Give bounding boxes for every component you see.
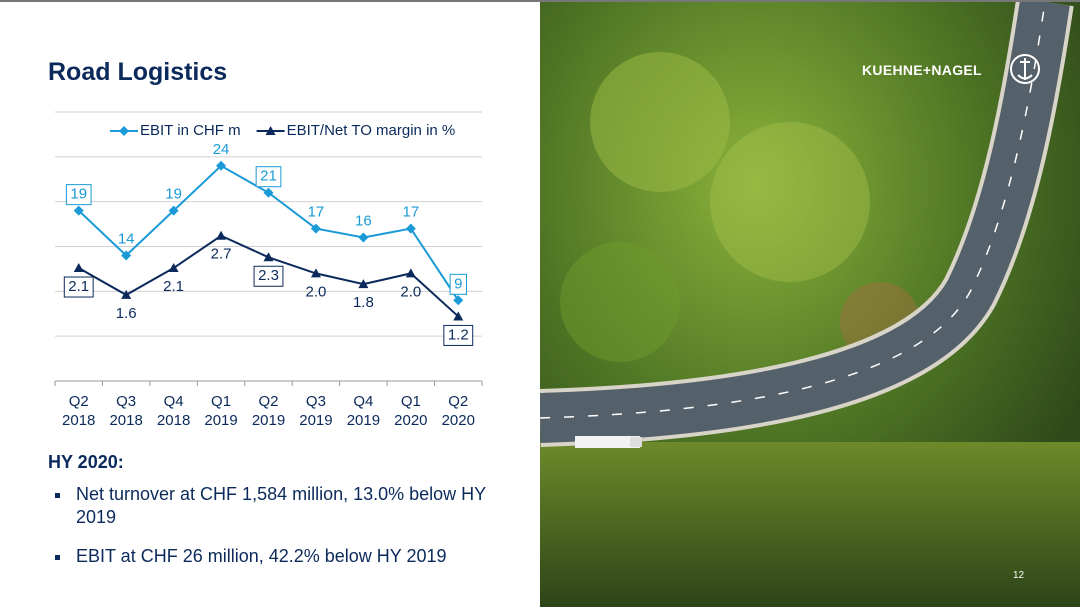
- x-tick-label: Q3 2018: [109, 393, 143, 429]
- bullet: EBIT at CHF 26 million, 42.2% below HY 2…: [72, 545, 518, 568]
- label-box: [443, 324, 474, 346]
- label-box: [63, 276, 94, 298]
- bullet-list: Net turnover at CHF 1,584 million, 13.0%…: [48, 483, 518, 568]
- legend: EBIT in CHF m EBIT/Net TO margin in %: [110, 122, 455, 139]
- x-tick-label: Q3 2019: [299, 393, 333, 429]
- data-label: 16: [355, 213, 372, 230]
- data-label: 17: [402, 204, 419, 221]
- data-label: 21: [260, 168, 277, 185]
- data-label: 1.8: [353, 294, 374, 311]
- data-point: [358, 232, 369, 243]
- data-point: [453, 311, 464, 321]
- x-tick-label: Q2 2020: [441, 393, 475, 429]
- data-point: [168, 205, 179, 216]
- data-point: [121, 250, 132, 261]
- bullet: Net turnover at CHF 1,584 million, 13.0%…: [72, 483, 518, 529]
- data-point: [263, 252, 274, 262]
- top-border: [0, 0, 1080, 2]
- data-point: [216, 160, 227, 171]
- legend-marker: [265, 126, 276, 135]
- data-label: 19: [165, 186, 182, 203]
- data-label: 14: [118, 230, 135, 247]
- x-tick-label: Q1 2020: [394, 393, 428, 429]
- data-label: 1.2: [448, 326, 469, 343]
- road-photo: [540, 2, 1080, 607]
- page-number: 12: [1013, 570, 1025, 581]
- data-label: 2.0: [306, 283, 327, 300]
- data-point: [405, 223, 416, 234]
- data-point: [121, 289, 132, 299]
- data-point: [405, 268, 416, 278]
- legend-marker: [119, 126, 129, 136]
- data-label: 2.3: [258, 267, 279, 284]
- x-tick-label: Q4 2018: [156, 393, 191, 429]
- data-point: [310, 268, 321, 278]
- label-box: [449, 273, 467, 295]
- data-label: 9: [454, 275, 462, 292]
- legend-label: EBIT in CHF m: [140, 122, 241, 139]
- data-point: [73, 205, 84, 216]
- data-point: [358, 279, 369, 289]
- x-tick-label: Q2 2018: [62, 393, 96, 429]
- slide-title: Road Logistics: [48, 58, 228, 86]
- data-point: [73, 263, 84, 273]
- data-point: [310, 223, 321, 234]
- data-point: [453, 295, 464, 306]
- summary: HY 2020: Net turnover at CHF 1,584 milli…: [48, 452, 518, 584]
- x-tick-label: Q2 2019: [251, 393, 286, 429]
- data-label: 2.1: [163, 278, 184, 295]
- chart: EBIT in CHF m EBIT/Net TO margin in % 19 14…: [54, 111, 483, 386]
- label-box: [255, 166, 282, 188]
- x-tick-label: Q4 2019: [346, 393, 381, 429]
- data-label: 24: [213, 141, 230, 158]
- data-label: 2.7: [211, 246, 232, 263]
- x-tick-label: Q1 2019: [204, 393, 238, 429]
- label-box: [65, 184, 92, 206]
- data-label: 2.0: [400, 283, 421, 300]
- data-point: [216, 230, 227, 240]
- label-box: [253, 265, 284, 287]
- data-point: [263, 187, 274, 198]
- data-label: 17: [308, 204, 325, 221]
- logo: KUEHNE+NAGEL: [862, 62, 982, 78]
- data-label: 1.6: [116, 305, 137, 322]
- data-label: 2.1: [68, 278, 89, 295]
- data-point: [168, 263, 179, 273]
- summary-heading: HY 2020:: [48, 452, 124, 472]
- data-label: 19: [70, 186, 87, 203]
- legend-label: EBIT/Net TO margin in %: [287, 122, 456, 139]
